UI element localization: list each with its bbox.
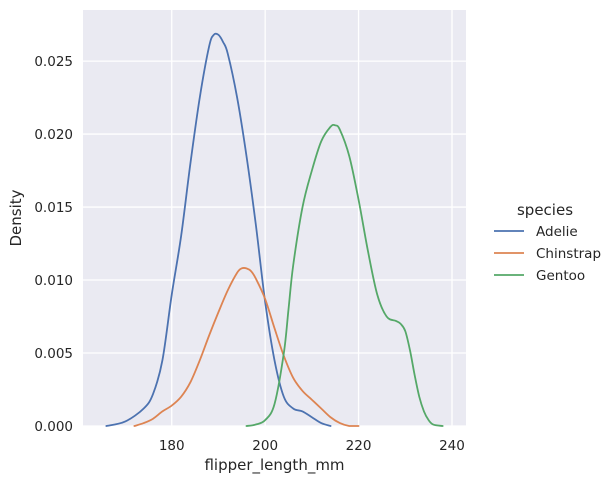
grid (83, 10, 466, 427)
legend-label-gentoo: Gentoo (536, 268, 585, 284)
x-tick-label: 220 (346, 438, 372, 454)
y-tick-label: 0.015 (34, 200, 73, 216)
tick-labels: 180 200 220 240 0.000 0.005 0.010 0.015 0.020 0.0… (34, 54, 465, 454)
series-line-gentoo (245, 123, 444, 427)
series-line-chinstrap (133, 267, 360, 427)
y-axis-label: Density (7, 189, 25, 246)
y-tick-label: 0.020 (34, 127, 73, 143)
series-lines (105, 32, 444, 427)
series-line-adelie (105, 32, 332, 427)
x-tick-label: 240 (439, 438, 465, 454)
y-tick-label: 0.010 (34, 273, 73, 289)
y-tick-label: 0.005 (34, 346, 73, 362)
legend: species Adelie Chinstrap Gentoo (494, 201, 601, 284)
legend-label-chinstrap: Chinstrap (536, 246, 601, 262)
legend-label-adelie: Adelie (536, 224, 578, 240)
x-axis-label: flipper_length_mm (204, 456, 344, 475)
legend-title: species (517, 201, 573, 219)
y-tick-label: 0.000 (34, 419, 73, 435)
legend-items: Adelie Chinstrap Gentoo (494, 224, 601, 284)
x-tick-label: 200 (252, 438, 278, 454)
x-tick-label: 180 (159, 438, 185, 454)
y-tick-label: 0.025 (34, 54, 73, 70)
